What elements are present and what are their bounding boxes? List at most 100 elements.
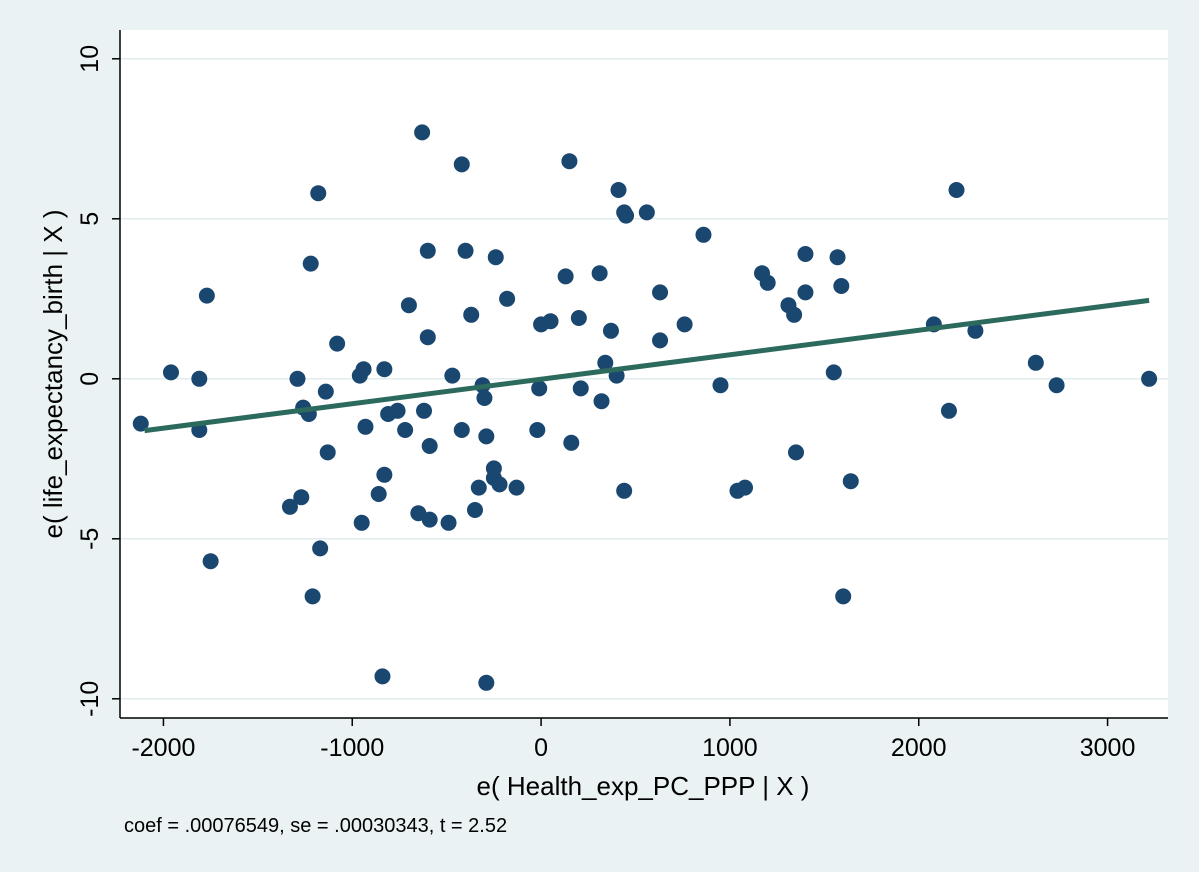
scatter-point — [440, 514, 457, 531]
scatter-point — [499, 290, 516, 307]
scatter-point — [302, 255, 319, 272]
scatter-point — [293, 489, 310, 506]
scatter-point — [572, 380, 589, 397]
y-tick-label: -10 — [76, 681, 104, 717]
scatter-point — [638, 204, 655, 221]
scatter-point — [652, 284, 669, 301]
scatter-point — [319, 444, 336, 461]
scatter-point — [476, 390, 493, 406]
scatter-point — [737, 479, 754, 496]
fit-line-group — [144, 297, 1150, 434]
scatter-point — [198, 287, 215, 304]
scatter-point — [561, 153, 578, 170]
scatter-point — [563, 434, 580, 451]
regression-note: coef = .00076549, se = .00030343, t = 2.… — [124, 815, 507, 837]
scatter-point — [310, 185, 327, 202]
scatter-point — [695, 226, 712, 243]
scatter-point — [1027, 354, 1044, 371]
scatter-point — [1141, 370, 1158, 387]
scatter-point — [463, 306, 480, 323]
scatter-point — [508, 479, 525, 496]
scatter-point — [593, 393, 610, 410]
y-axis-ticks: -10 -5 0 5 10 — [76, 45, 120, 717]
scatter-point — [829, 249, 846, 266]
x-tick-label: 3000 — [1080, 734, 1136, 762]
scatter-point — [610, 182, 627, 198]
scatter-point — [967, 322, 984, 339]
y-tick-label: -5 — [76, 528, 104, 550]
scatter-point — [652, 332, 669, 349]
scatter-point — [281, 498, 298, 515]
scatter-point — [797, 246, 814, 262]
scatter-point — [557, 268, 574, 285]
scatter-point — [421, 511, 438, 528]
scatter-point — [542, 313, 559, 330]
plot-area — [120, 30, 1168, 718]
scatter-point — [597, 354, 614, 371]
scatter-point — [376, 361, 393, 378]
scatter-point — [835, 588, 852, 605]
scatter-point — [453, 422, 470, 438]
scatter-point — [376, 466, 393, 483]
scatter-point — [948, 182, 965, 198]
y-tick-label: 10 — [76, 45, 104, 73]
scatter-point — [162, 364, 179, 381]
scatter-point — [414, 124, 431, 141]
scatter-point — [191, 370, 208, 387]
fit-line — [144, 297, 1150, 434]
scatter-point — [202, 553, 219, 570]
scatter-point — [289, 370, 306, 387]
scatter-point — [132, 415, 149, 432]
scatter-point — [397, 422, 414, 438]
scatter-point — [676, 316, 693, 333]
scatter-point — [478, 674, 495, 691]
scatter-point — [825, 364, 842, 381]
scatter-point — [329, 335, 346, 352]
scatter-point — [570, 310, 587, 326]
scatter-point — [312, 540, 329, 557]
scatter-point — [842, 473, 859, 490]
scatter-point — [478, 428, 495, 445]
scatter-point — [416, 402, 433, 419]
data-points — [132, 124, 1158, 691]
x-tick-label: -2000 — [131, 734, 195, 762]
scatter-point — [419, 329, 436, 346]
scatter-point — [357, 418, 374, 435]
scatter-point — [940, 402, 957, 419]
scatter-point — [591, 265, 608, 282]
scatter-point — [602, 322, 619, 339]
scatter-point — [616, 482, 633, 499]
x-tick-label: -1000 — [320, 734, 384, 762]
scatter-point — [786, 306, 803, 323]
scatter-point — [400, 297, 417, 314]
scatter-point — [370, 486, 387, 502]
scatter-point — [788, 444, 805, 461]
scatter-point — [444, 367, 461, 384]
y-axis-title: e( life_expectancy_birth | X ) — [38, 209, 68, 538]
scatter-point — [712, 377, 729, 394]
scatter-point — [317, 383, 334, 400]
scatter-point — [389, 402, 406, 419]
scatter-point — [421, 438, 438, 454]
scatter-point — [304, 588, 321, 605]
scatter-point — [833, 278, 850, 294]
scatter-point — [487, 249, 504, 266]
x-tick-label: 0 — [534, 734, 548, 762]
x-tick-label: 1000 — [702, 734, 758, 762]
x-axis-ticks: -2000 -1000 0 1000 2000 3000 — [131, 718, 1135, 762]
scatter-point — [374, 668, 391, 685]
scatter-point — [797, 284, 814, 301]
x-tick-label: 2000 — [891, 734, 947, 762]
scatter-point — [419, 242, 436, 259]
scatter-point — [470, 479, 487, 496]
scatter-point — [457, 242, 474, 259]
scatter-point — [529, 422, 546, 438]
scatter-point — [1048, 377, 1065, 394]
scatter-point — [355, 361, 372, 378]
scatter-point — [531, 380, 548, 397]
y-tick-label: 5 — [76, 212, 104, 226]
scatter-point — [466, 502, 483, 518]
scatter-point — [618, 207, 635, 224]
scatter-point — [353, 514, 370, 531]
